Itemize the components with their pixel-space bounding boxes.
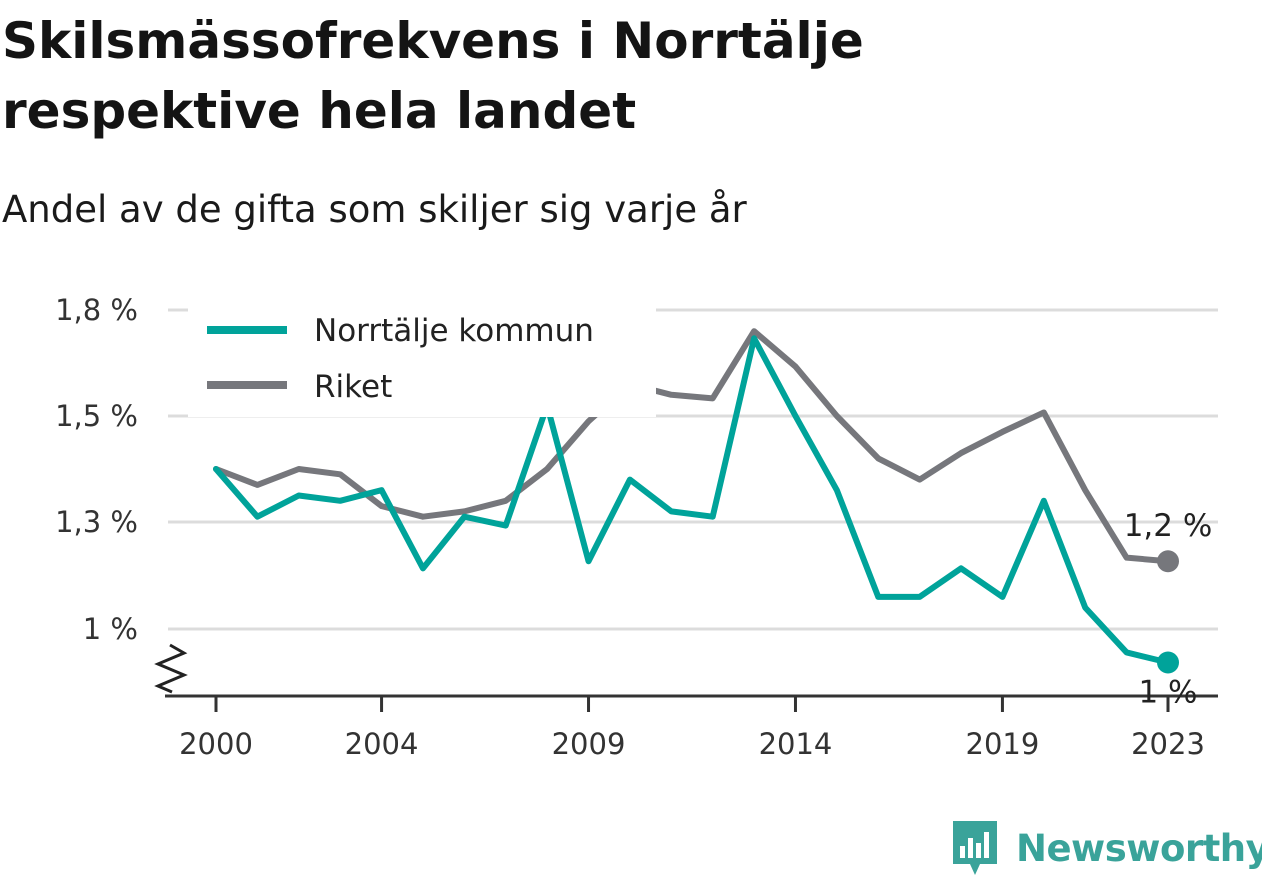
endpoint-marker-riket bbox=[1157, 550, 1179, 573]
legend-label-riket: Riket bbox=[314, 369, 392, 405]
y-tick-label: 1,3 % bbox=[55, 505, 138, 539]
x-axis-ticks: 2000 2004 2009 2014 2019 2023 bbox=[179, 696, 1205, 761]
x-tick-label: 2023 bbox=[1131, 727, 1205, 761]
x-tick-label: 2019 bbox=[966, 727, 1040, 761]
legend-label-norrtalje: Norrtälje kommun bbox=[314, 313, 594, 349]
legend-background bbox=[188, 297, 656, 417]
series-line-norrtalje bbox=[213, 335, 1171, 666]
endpoint-label-norrtalje: 1 % bbox=[1138, 675, 1197, 711]
y-tick-label: 1,5 % bbox=[55, 399, 138, 433]
chart-subtitle: Andel av de gifta som skiljer sig varje … bbox=[2, 188, 747, 231]
newsworthy-logo-icon bbox=[953, 821, 997, 875]
x-tick-label: 2014 bbox=[759, 727, 833, 761]
x-tick-label: 2004 bbox=[345, 727, 419, 761]
series-endpoints: 1,2 % 1 % bbox=[1124, 508, 1213, 710]
endpoint-label-riket: 1,2 % bbox=[1124, 508, 1213, 544]
y-tick-label: 1,8 % bbox=[55, 293, 138, 327]
x-tick-label: 2000 bbox=[179, 727, 253, 761]
y-axis-ticks: 1 % 1,3 % 1,5 % 1,8 % bbox=[55, 293, 138, 646]
newsworthy-brand: Newsworthy bbox=[950, 818, 1262, 878]
chart-title: Skilsmässofrekvens i Norrtälje respektiv… bbox=[2, 12, 864, 140]
endpoint-marker-norrtalje bbox=[1157, 651, 1179, 674]
legend: Norrtälje kommun Riket bbox=[188, 297, 656, 417]
y-axis-break-icon bbox=[154, 643, 188, 694]
series-lines bbox=[213, 328, 1171, 666]
y-tick-label: 1 % bbox=[83, 612, 138, 646]
brand-name: Newsworthy bbox=[1016, 826, 1262, 870]
axes bbox=[154, 643, 1218, 698]
line-chart: 1 %1,3 %1,5 %1,8 % 2000 2004 2009 2014 2019 2… bbox=[55, 293, 1218, 761]
series-line-riket bbox=[213, 328, 1171, 565]
x-tick-label: 2009 bbox=[552, 727, 626, 761]
